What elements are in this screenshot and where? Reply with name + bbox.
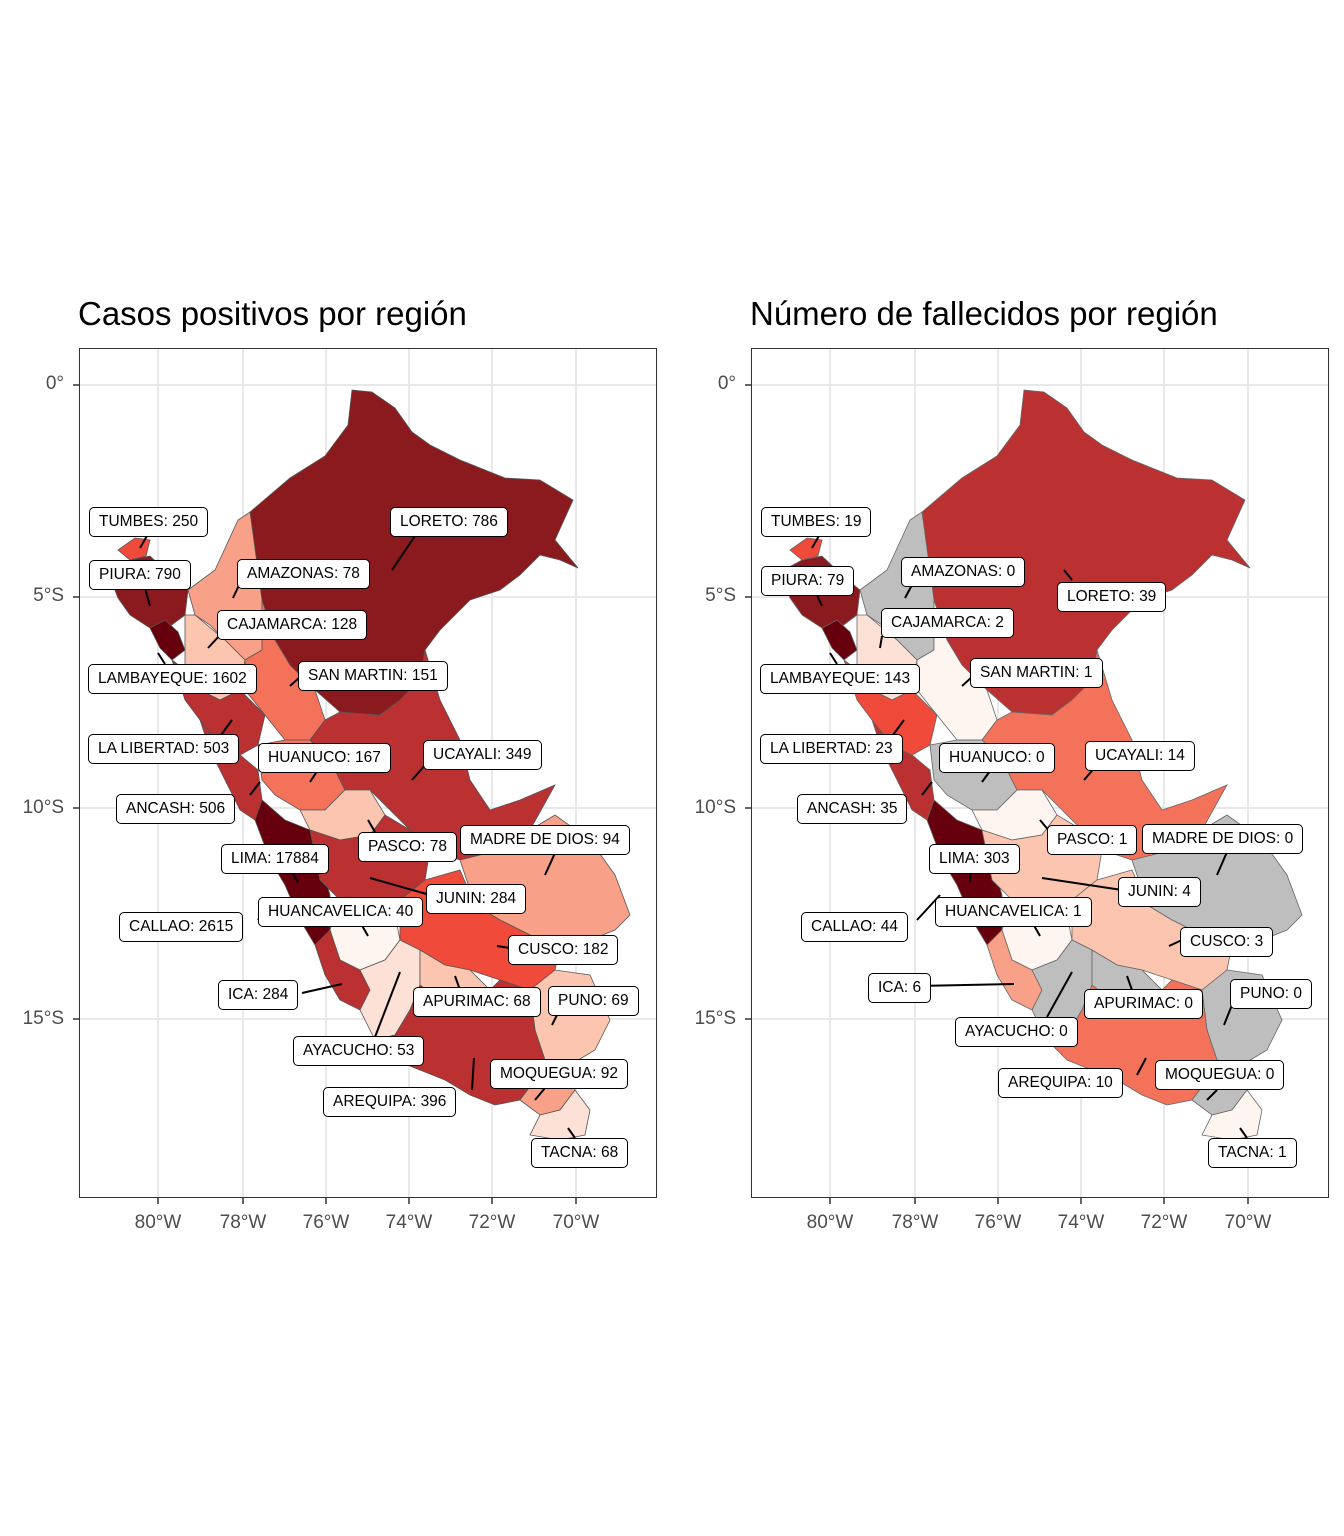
region-label: LORETO: 39 <box>1057 582 1167 612</box>
region-label: CUSCO: 3 <box>1180 927 1274 957</box>
region-tacna <box>529 1089 591 1141</box>
region-label: HUANUCO: 167 <box>258 743 391 773</box>
region-label: PASCO: 1 <box>1047 825 1138 855</box>
y-tick-10s: 10°S <box>694 797 736 818</box>
region-label: TACNA: 68 <box>531 1138 629 1168</box>
y-tick-0: 0° <box>717 373 736 394</box>
x-tick-76w: 76°W <box>974 1212 1022 1233</box>
panel-title-deaths: Número de fallecidos por región <box>750 295 1218 332</box>
region-lambayeque <box>149 619 186 661</box>
panel-title-cases: Casos positivos por región <box>78 295 467 332</box>
region-label: PUNO: 69 <box>548 986 639 1016</box>
x-tick-78w: 78°W <box>219 1212 267 1233</box>
region-label: LA LIBERTAD: 23 <box>760 734 903 764</box>
x-tick-74w: 74°W <box>1057 1212 1105 1233</box>
region-label: LIMA: 303 <box>929 844 1020 874</box>
region-label: ICA: 284 <box>218 980 299 1010</box>
region-label: UCAYALI: 349 <box>423 740 542 770</box>
x-tick-76w: 76°W <box>302 1212 350 1233</box>
region-label: MOQUEGUA: 92 <box>490 1059 628 1089</box>
x-tick-72w: 72°W <box>1140 1212 1188 1233</box>
region-label: AYACUCHO: 53 <box>293 1036 425 1066</box>
region-label: LORETO: 786 <box>390 507 508 537</box>
region-label: MOQUEGUA: 0 <box>1155 1060 1285 1090</box>
region-label: AMAZONAS: 0 <box>901 557 1026 587</box>
region-label: LA LIBERTAD: 503 <box>88 734 240 764</box>
region-label: HUANCAVELICA: 40 <box>258 897 424 927</box>
region-label: APURIMAC: 68 <box>413 987 541 1017</box>
region-label: LAMBAYEQUE: 1602 <box>88 664 257 694</box>
region-label: AMAZONAS: 78 <box>237 559 370 589</box>
region-label: CALLAO: 44 <box>801 912 909 942</box>
region-label: MADRE DE DIOS: 0 <box>1142 824 1304 854</box>
region-tacna <box>1201 1089 1263 1141</box>
region-label: JUNIN: 4 <box>1118 877 1201 907</box>
y-tick-15s: 15°S <box>22 1008 64 1029</box>
x-tick-72w: 72°W <box>468 1212 516 1233</box>
region-label: ANCASH: 506 <box>116 794 236 824</box>
region-label: TACNA: 1 <box>1208 1138 1297 1168</box>
y-tick-5s: 5°S <box>33 585 64 606</box>
region-label: CAJAMARCA: 2 <box>881 608 1014 638</box>
region-label: HUANUCO: 0 <box>939 743 1055 773</box>
region-label: AYACUCHO: 0 <box>955 1017 1078 1047</box>
y-tick-5s: 5°S <box>705 585 736 606</box>
region-label: MADRE DE DIOS: 94 <box>460 825 630 855</box>
region-label: JUNIN: 284 <box>426 884 527 914</box>
y-tick-0: 0° <box>45 373 64 394</box>
region-label: TUMBES: 19 <box>761 507 872 537</box>
region-label: PIURA: 790 <box>89 560 191 590</box>
x-tick-80w: 80°W <box>134 1212 182 1233</box>
y-tick-10s: 10°S <box>22 797 64 818</box>
y-tick-15s: 15°S <box>694 1008 736 1029</box>
region-label: PIURA: 79 <box>761 566 855 596</box>
region-lambayeque <box>821 619 858 661</box>
x-tick-70w: 70°W <box>1224 1212 1272 1233</box>
region-label: ANCASH: 35 <box>797 794 908 824</box>
x-tick-74w: 74°W <box>385 1212 433 1233</box>
region-label: CALLAO: 2615 <box>119 912 244 942</box>
x-tick-70w: 70°W <box>552 1212 600 1233</box>
region-label: APURIMAC: 0 <box>1084 989 1204 1019</box>
x-tick-78w: 78°W <box>891 1212 939 1233</box>
region-label: ICA: 6 <box>868 973 932 1003</box>
region-label: CUSCO: 182 <box>508 935 619 965</box>
region-label: UCAYALI: 14 <box>1085 741 1195 771</box>
region-label: SAN MARTIN: 1 <box>970 658 1103 688</box>
region-label: LAMBAYEQUE: 143 <box>760 664 921 694</box>
region-label: LIMA: 17884 <box>221 844 329 874</box>
x-tick-80w: 80°W <box>806 1212 854 1233</box>
region-label: AREQUIPA: 396 <box>323 1087 457 1117</box>
region-label: AREQUIPA: 10 <box>998 1068 1123 1098</box>
region-label: CAJAMARCA: 128 <box>217 610 368 640</box>
region-label: SAN MARTIN: 151 <box>298 661 448 691</box>
region-label: HUANCAVELICA: 1 <box>935 897 1092 927</box>
region-label: PUNO: 0 <box>1230 979 1313 1009</box>
region-label: PASCO: 78 <box>358 832 457 862</box>
region-label: TUMBES: 250 <box>89 507 209 537</box>
